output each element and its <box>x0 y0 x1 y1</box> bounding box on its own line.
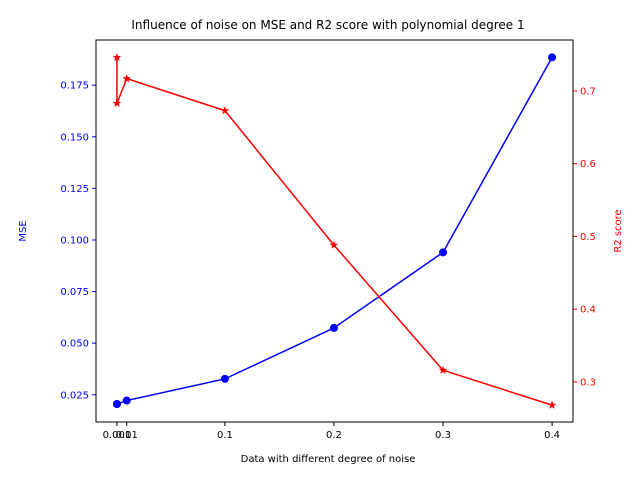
x-tick-label: 0.001 <box>103 430 132 441</box>
r2-point <box>329 240 339 249</box>
mse-point <box>220 374 229 383</box>
x-axis-label: Data with different degree of noise <box>241 454 416 465</box>
y-left-tick-label: 0.175 <box>60 81 89 92</box>
r2-point <box>112 53 122 62</box>
y-left-tick-label: 0.150 <box>60 132 89 143</box>
y-right-tick-label: 0.4 <box>580 305 596 316</box>
axes-frame <box>95 39 574 423</box>
mse-point <box>439 248 448 257</box>
r2-point <box>438 365 448 374</box>
mse-point <box>112 400 121 409</box>
x-tick-label: 0.01 <box>116 430 138 441</box>
x-tick-label: 0.2 <box>326 430 342 441</box>
y-axis-right-label: R2 score <box>613 209 624 252</box>
y-left-tick-label: 0.125 <box>60 184 89 195</box>
r2-point <box>122 74 132 83</box>
y-left-tick-label: 0.025 <box>60 390 89 401</box>
y-left-tick-label: 0.050 <box>60 339 89 350</box>
chart-title: Influence of noise on MSE and R2 score w… <box>131 18 524 32</box>
y-right-tick-label: 0.6 <box>580 159 596 170</box>
mse-point <box>329 323 338 332</box>
y-left-tick-label: 0.100 <box>60 235 89 246</box>
mse-point <box>548 53 557 62</box>
y-axis-right: 0.3 0.4 0.5 0.6 0.7 <box>573 86 596 388</box>
plot-area <box>112 53 557 409</box>
y-right-tick-label: 0.7 <box>580 86 596 97</box>
r2-series-line <box>116 57 553 406</box>
y-axis-left-label: MSE <box>18 220 29 241</box>
r2-point <box>220 106 230 115</box>
x-tick-label: 0.3 <box>435 430 451 441</box>
x-tick-label: 0.1 <box>217 430 233 441</box>
y-right-tick-label: 0.5 <box>580 232 596 243</box>
mse-series-line <box>116 56 553 405</box>
x-tick-label: 0.4 <box>544 430 560 441</box>
r2-point <box>112 98 122 107</box>
y-axis-left: 0.025 0.050 0.075 0.100 0.125 0.150 0.175 <box>60 81 96 401</box>
y-right-tick-label: 0.3 <box>580 377 596 388</box>
r2-point <box>547 400 557 409</box>
mse-point <box>122 396 131 405</box>
y-left-tick-label: 0.075 <box>60 287 89 298</box>
